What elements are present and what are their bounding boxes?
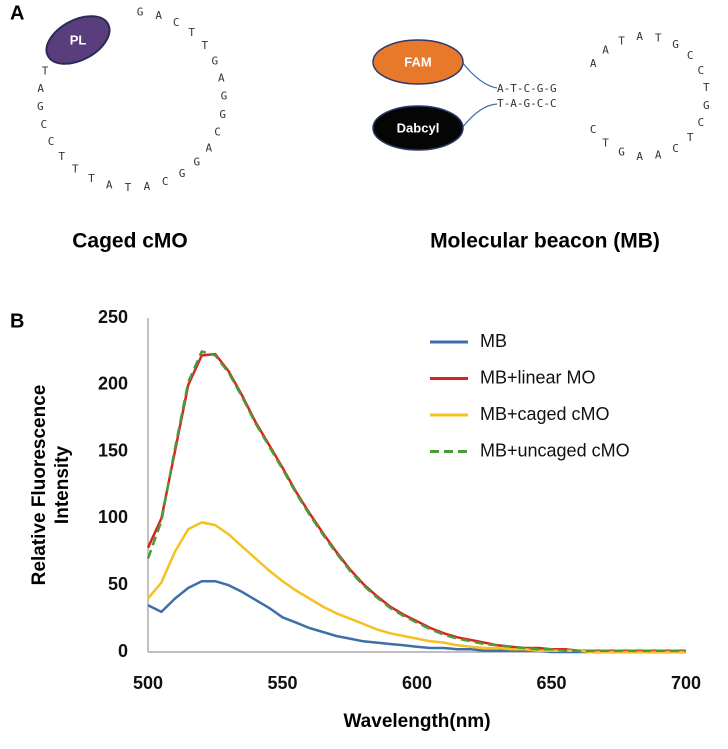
nucleotide: T — [602, 136, 609, 149]
nucleotide: G — [211, 55, 218, 68]
nucleotide: T — [618, 34, 625, 47]
nucleotide: C — [687, 49, 694, 62]
nucleotide: A — [155, 9, 162, 22]
caged-title: Caged cMO — [72, 230, 188, 253]
fam-label: FAM — [404, 54, 431, 69]
series-line — [146, 352, 686, 652]
nucleotide: T — [72, 162, 79, 175]
series-line — [146, 350, 686, 652]
x-tick-label: 500 — [133, 673, 163, 693]
y-tick-label: 50 — [108, 574, 128, 594]
nucleotide: T — [88, 172, 95, 185]
nucleotide: A — [636, 30, 643, 43]
nucleotide: C — [697, 64, 704, 77]
series-line — [147, 579, 686, 654]
x-tick-label: 700 — [671, 673, 701, 693]
nucleotide: T — [188, 26, 195, 39]
nucleotide: T — [655, 31, 662, 44]
nucleotide: A — [37, 82, 44, 95]
nucleotide: C — [40, 118, 47, 131]
nucleotide: G — [219, 108, 226, 121]
nucleotide: A — [655, 149, 662, 162]
x-axis-title: Wavelength(nm) — [343, 711, 490, 732]
nucleotide: G — [672, 38, 679, 51]
legend-label: MB — [480, 331, 507, 351]
dabcyl — [372, 105, 464, 151]
photolinker — [45, 15, 111, 65]
nucleotide: G — [221, 90, 228, 103]
nucleotide: C — [697, 116, 704, 129]
x-tick-label: 550 — [267, 673, 297, 693]
y-axis-title: Intensity — [52, 446, 73, 525]
y-tick-label: 250 — [98, 307, 128, 327]
nucleotide: A — [602, 44, 609, 57]
legend-label: MB+uncaged cMO — [480, 440, 630, 460]
x-tick-label: 650 — [536, 673, 566, 693]
linker — [461, 103, 498, 129]
nucleotide: C — [48, 135, 55, 148]
linker — [461, 61, 498, 89]
stem-bottom: T-A-G-C-C — [497, 97, 557, 110]
panel-label: B — [10, 310, 24, 332]
nucleotide: C — [590, 123, 597, 136]
nucleotide: A — [144, 180, 151, 193]
panel-label: A — [10, 2, 24, 24]
nucleotide: C — [173, 16, 180, 29]
nucleotide: G — [703, 99, 710, 112]
nucleotide: T — [42, 64, 49, 77]
y-tick-label: 0 — [118, 641, 128, 661]
fam — [372, 39, 464, 85]
beacon-title: Molecular beacon (MB) — [430, 230, 660, 253]
nucleotide: C — [162, 175, 169, 188]
series-line — [147, 521, 686, 654]
nucleotide: T — [202, 39, 209, 52]
nucleotide: A — [206, 141, 213, 154]
y-axis-title: Relative Fluorescence — [29, 385, 50, 586]
nucleotide: T — [58, 150, 65, 163]
nucleotide: A — [590, 57, 597, 70]
nucleotide: T — [687, 131, 694, 144]
y-tick-label: 150 — [98, 440, 128, 460]
nucleotide: G — [37, 100, 44, 113]
dabcyl-label: Dabcyl — [397, 120, 440, 135]
nucleotide: A — [106, 178, 113, 191]
nucleotide: T — [125, 181, 132, 194]
nucleotide: G — [179, 167, 186, 180]
y-tick-label: 200 — [98, 374, 128, 394]
stem-top: A-T-C-G-G — [497, 82, 557, 95]
nucleotide: T — [703, 81, 710, 94]
photolinker-label: PL — [70, 32, 87, 47]
legend-label: MB+caged cMO — [480, 404, 610, 424]
nucleotide: C — [672, 142, 679, 155]
x-tick-label: 600 — [402, 673, 432, 693]
nucleotide: A — [218, 72, 225, 85]
nucleotide: C — [214, 125, 221, 138]
y-tick-label: 100 — [98, 507, 128, 527]
nucleotide: G — [137, 5, 144, 18]
nucleotide: A — [636, 150, 643, 163]
legend-label: MB+linear MO — [480, 367, 596, 387]
nucleotide: G — [618, 146, 625, 159]
nucleotide: G — [194, 155, 201, 168]
